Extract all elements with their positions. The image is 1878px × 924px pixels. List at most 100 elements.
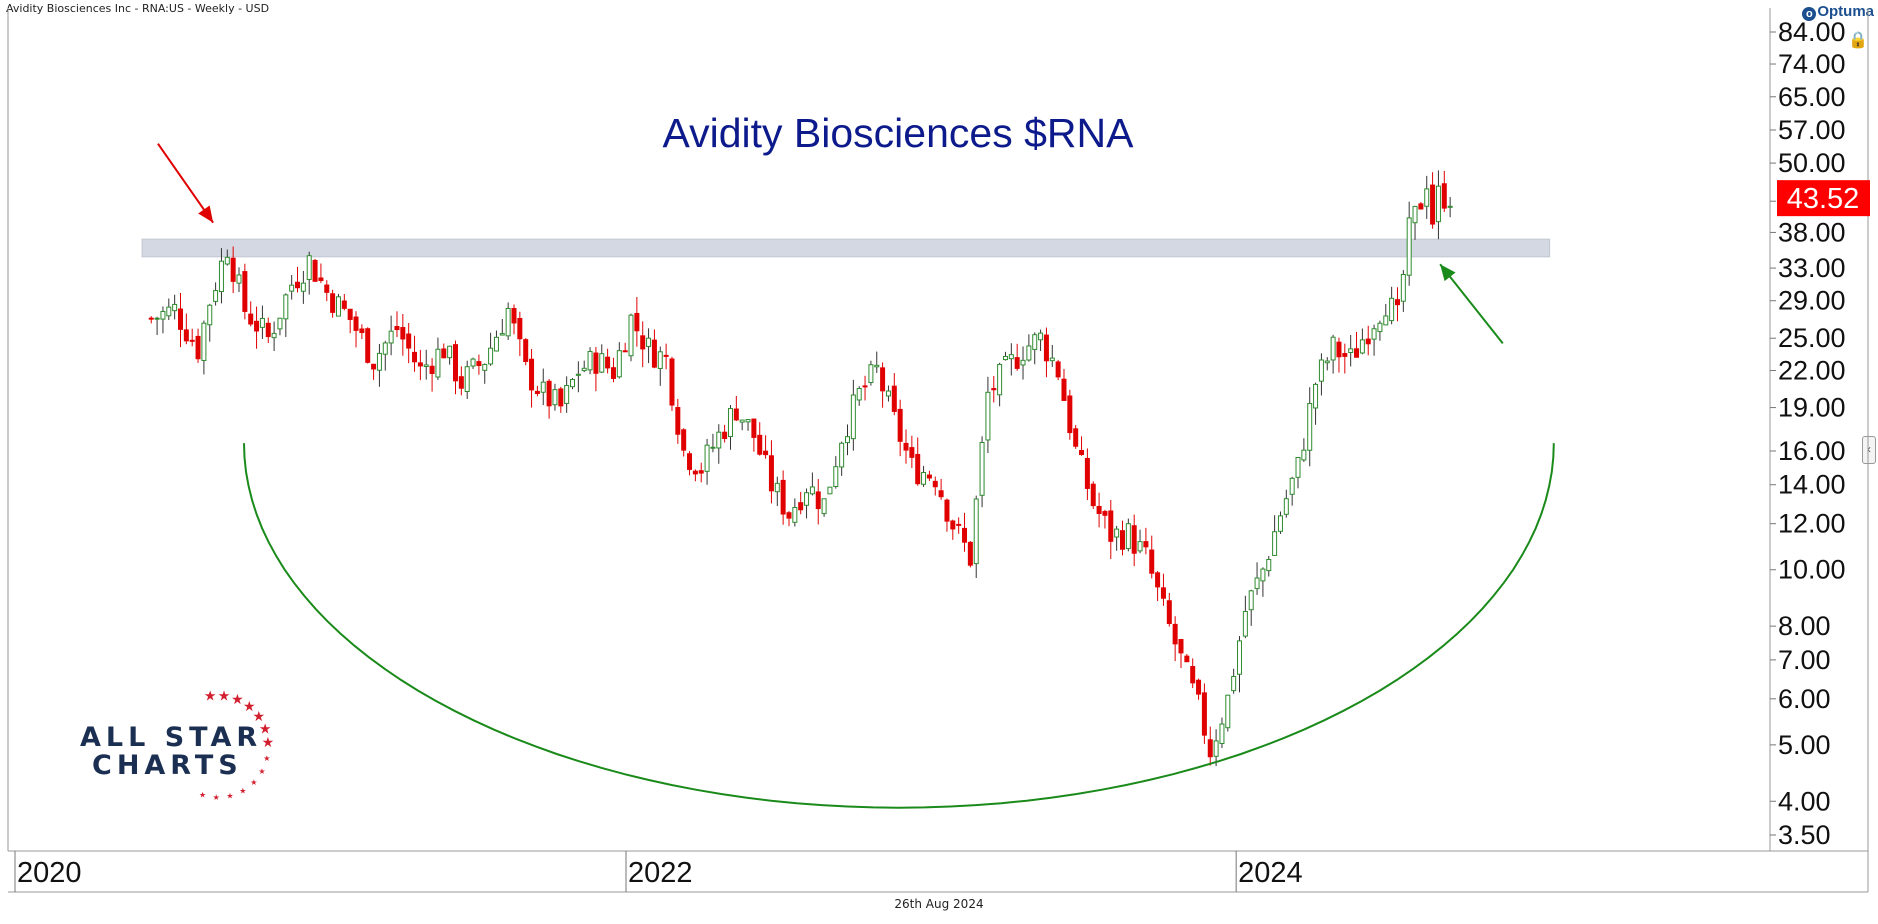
candle-body	[1377, 322, 1383, 333]
candle-body	[177, 308, 183, 330]
star-icon: ★	[253, 708, 266, 724]
candle-body	[464, 366, 470, 393]
candle-body	[1137, 541, 1143, 552]
y-tick-label: 14.00	[1778, 470, 1846, 500]
candle-body	[1002, 355, 1008, 361]
candle-body	[1389, 297, 1395, 322]
candle-body	[546, 380, 552, 407]
candle-body	[1400, 273, 1406, 302]
candle-body	[1061, 378, 1067, 401]
candle-body	[1266, 558, 1272, 572]
candle-body	[1049, 357, 1055, 362]
star-icon: ★	[218, 688, 231, 703]
candle-body	[809, 486, 815, 495]
candle-body	[1079, 450, 1085, 456]
candle-body	[1330, 336, 1336, 361]
candle-body	[733, 408, 739, 421]
candle-body	[265, 322, 271, 338]
candle-body	[833, 466, 839, 488]
candle-body	[950, 520, 956, 530]
lock-icon[interactable]: 🔒	[1848, 32, 1868, 49]
candle-body	[423, 364, 429, 368]
candle-body	[1441, 183, 1447, 209]
candle-body	[944, 499, 950, 522]
candle-body	[675, 407, 681, 435]
star-icon: ★	[204, 688, 217, 704]
candle-body	[610, 367, 616, 379]
candle-body	[1237, 640, 1243, 675]
candle-body	[575, 373, 581, 376]
candle-body	[727, 408, 733, 438]
y-tick-label: 84.00	[1778, 17, 1846, 47]
candle-body	[564, 385, 570, 404]
annotation-arrow-line	[157, 143, 214, 224]
candle-body	[1424, 188, 1430, 207]
candle-body	[786, 512, 792, 519]
candle-body	[259, 317, 265, 328]
candle-body	[1067, 395, 1073, 434]
candle-body	[330, 293, 336, 313]
candle-body	[985, 391, 991, 441]
candle-body	[242, 271, 248, 312]
candle-body	[470, 358, 476, 367]
candle-body	[452, 344, 458, 382]
candle-body	[195, 335, 201, 360]
annotation-arrow-line	[1439, 263, 1504, 344]
allstarcharts-watermark: ★ ★ ★ ★ ★ ★ ★ ★ ★ ★ ★ ★ ★ ★ ALL STAR CHARTS	[70, 688, 280, 808]
candle-body	[1114, 528, 1120, 538]
candle-body	[306, 255, 312, 280]
y-tick-label: 3.50	[1778, 820, 1831, 850]
arrow-layer	[157, 143, 1504, 344]
cup-arc-layer	[243, 443, 1555, 809]
optuma-label: Optuma	[1817, 3, 1874, 20]
candle-body	[962, 527, 968, 543]
candle-body	[371, 363, 377, 370]
y-tick-label: 8.00	[1778, 611, 1831, 641]
candle-body	[657, 351, 663, 369]
last-price-badge: 43.52	[1777, 180, 1870, 217]
candle-body	[376, 352, 382, 371]
candle-body	[1348, 348, 1354, 353]
y-tick-label: 5.00	[1778, 730, 1831, 760]
stars-ring-icon: ★ ★ ★ ★★★★★★★★★★★	[199, 688, 274, 802]
candle-body	[628, 314, 634, 357]
candle-body	[529, 358, 535, 391]
candle-body	[716, 431, 722, 449]
candle-body	[687, 453, 693, 470]
star-icon: ★	[226, 792, 233, 801]
watermark-line2: CHARTS	[92, 750, 243, 781]
candle-body	[534, 390, 540, 394]
candle-body	[1038, 332, 1044, 341]
x-axis: 2020 2022 2024	[14, 851, 1303, 892]
star-icon: ★	[239, 786, 246, 795]
candle-body	[792, 506, 798, 523]
candle-body	[1295, 456, 1301, 478]
candle-body	[382, 342, 388, 355]
candle-body	[189, 339, 195, 342]
candle-body	[897, 408, 903, 442]
candle-body	[1090, 483, 1096, 507]
resistance-zone-layer	[141, 238, 1551, 258]
candle-body	[745, 419, 751, 423]
y-axis: 84.0074.0065.0057.0050.0043.0038.0033.00…	[1770, 17, 1846, 850]
candle-body	[599, 353, 605, 373]
candle-body	[903, 442, 909, 451]
candle-body	[1242, 610, 1248, 637]
candle-body	[1102, 511, 1108, 516]
optuma-logo: o Optuma	[1802, 3, 1874, 21]
candle-body	[488, 347, 494, 365]
candle-body	[1160, 587, 1166, 599]
candle-body	[1231, 675, 1237, 692]
y-tick-label: 4.00	[1778, 786, 1831, 816]
candle-body	[511, 308, 517, 324]
candle-body	[1119, 530, 1125, 550]
collapse-panel-handle[interactable]: ‹	[1862, 436, 1876, 464]
candle-body	[605, 356, 611, 369]
candle-body	[798, 502, 804, 511]
candle-body	[739, 419, 745, 423]
candle-body	[868, 364, 874, 383]
candle-body	[751, 418, 757, 438]
candle-body	[663, 354, 669, 357]
candle-body	[915, 453, 921, 485]
